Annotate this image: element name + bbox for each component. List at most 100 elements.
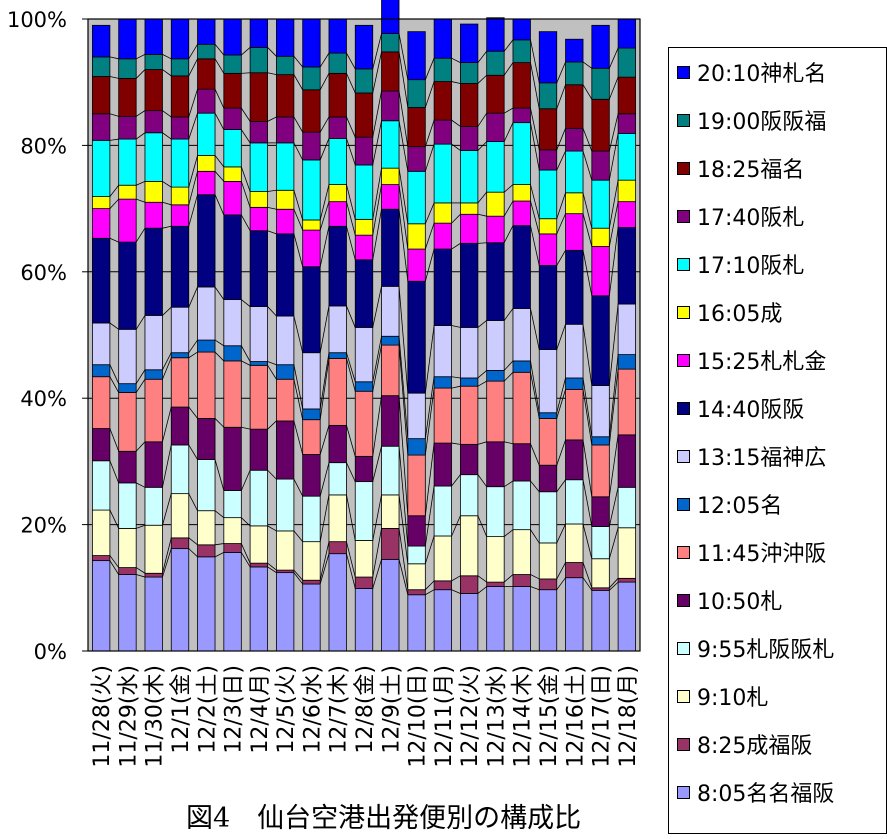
- bar-segment: [249, 469, 269, 527]
- bar-segment: [354, 92, 374, 138]
- bar-segment: [144, 69, 163, 112]
- bar-segment: [302, 408, 321, 421]
- bar-segment: [459, 377, 479, 387]
- bar-segment: [223, 181, 242, 216]
- series-connector-line: [503, 39, 514, 52]
- series-connector-line: [135, 110, 146, 117]
- bar-segment: [459, 515, 479, 577]
- series-connector-line: [451, 442, 461, 445]
- legend-label: 17:10阪札: [697, 254, 805, 279]
- bar-segment: [381, 558, 400, 652]
- bar-segment: [354, 259, 374, 328]
- bar-segment: [538, 169, 558, 220]
- bar-segment: [617, 434, 637, 488]
- bar-segment: [565, 479, 584, 525]
- bar-segment: [354, 218, 374, 236]
- bar-segment: [433, 580, 453, 591]
- series-connector-line: [372, 168, 382, 220]
- series-connector-line: [293, 569, 303, 581]
- series-connector-line: [319, 52, 330, 68]
- bar-segment: [381, 184, 400, 210]
- series-connector-line: [214, 58, 225, 74]
- series-connector-line: [503, 372, 514, 382]
- series-connector-line: [372, 120, 382, 166]
- series-connector-line: [293, 74, 304, 90]
- series-connector-line: [240, 470, 251, 491]
- series-connector-line: [346, 541, 356, 578]
- bar-segment: [144, 110, 163, 134]
- series-connector-line: [188, 89, 198, 118]
- series-connector-line: [109, 560, 120, 575]
- bar-segment: [91, 509, 111, 556]
- bar-segment: [486, 486, 505, 538]
- bar-segment: [302, 495, 321, 543]
- series-connector-line: [109, 56, 119, 60]
- series-connector-line: [346, 494, 356, 541]
- series-connector-line: [398, 559, 409, 595]
- bar-segment: [275, 420, 295, 480]
- legend-item: 17:10阪札: [677, 249, 804, 279]
- bar-segment: [144, 18, 163, 55]
- bar-segment: [197, 88, 216, 114]
- series-connector-line: [214, 112, 225, 130]
- bar-segment: [381, 527, 400, 560]
- series-connector-line: [214, 286, 225, 300]
- bar-segment: [617, 527, 637, 579]
- bar-segment: [459, 126, 479, 151]
- series-connector-line: [188, 194, 198, 227]
- series-connector-line: [214, 459, 225, 491]
- x-category-label: 11/29(水): [116, 665, 141, 768]
- bar-segment: [354, 455, 374, 483]
- bar-segment: [302, 583, 321, 652]
- series-connector-line: [372, 494, 382, 541]
- bar-segment: [591, 526, 610, 560]
- bar-segment: [275, 208, 295, 235]
- x-category-label: 12/2(土): [195, 665, 220, 754]
- bar-segment: [249, 72, 269, 122]
- series-connector-line: [608, 201, 619, 247]
- bar-segment: [223, 299, 242, 347]
- series-connector-line: [477, 370, 487, 379]
- bar-segment: [407, 454, 426, 517]
- series-connector-line: [451, 214, 461, 224]
- series-connector-line: [214, 44, 225, 56]
- series-connector-line: [556, 562, 566, 580]
- bar-segment: [249, 361, 269, 366]
- bar-segment: [118, 450, 137, 484]
- series-connector-line: [240, 107, 251, 122]
- bar-segment: [591, 436, 610, 446]
- bar-segment: [328, 116, 347, 139]
- series-connector-line: [424, 81, 435, 108]
- series-connector-line: [162, 357, 172, 380]
- bar-segment: [591, 385, 610, 438]
- bar-segment: [144, 378, 163, 443]
- series-connector-line: [109, 364, 120, 384]
- series-connector-line: [319, 138, 330, 161]
- bar-segment: [118, 574, 137, 652]
- bar-segment: [144, 315, 163, 371]
- bar-segment: [565, 127, 584, 152]
- series-connector-line: [109, 460, 120, 484]
- bar-segment: [433, 143, 453, 204]
- series-connector-line: [109, 376, 120, 393]
- series-connector-line: [319, 305, 330, 353]
- series-connector-line: [398, 395, 409, 516]
- bar-segment: [197, 351, 216, 419]
- bar-segment: [170, 357, 190, 408]
- series-connector-line: [109, 184, 119, 197]
- legend-label: 11:45沖沖阪: [697, 542, 827, 567]
- series-connector-line: [214, 418, 225, 428]
- x-category-label: 12/6(水): [300, 665, 325, 754]
- series-connector-line: [109, 428, 120, 452]
- legend-swatch: [677, 641, 690, 655]
- bar-segment: [328, 357, 347, 426]
- bar-segment: [354, 481, 374, 541]
- bar-segment: [170, 306, 190, 354]
- bar-segment: [512, 360, 531, 373]
- bar-segment: [538, 589, 558, 652]
- series-connector-line: [477, 441, 487, 445]
- bar-segment: [617, 577, 637, 583]
- bar-segment: [486, 17, 505, 52]
- bar-segment: [512, 184, 531, 202]
- series-connector-line: [451, 81, 461, 84]
